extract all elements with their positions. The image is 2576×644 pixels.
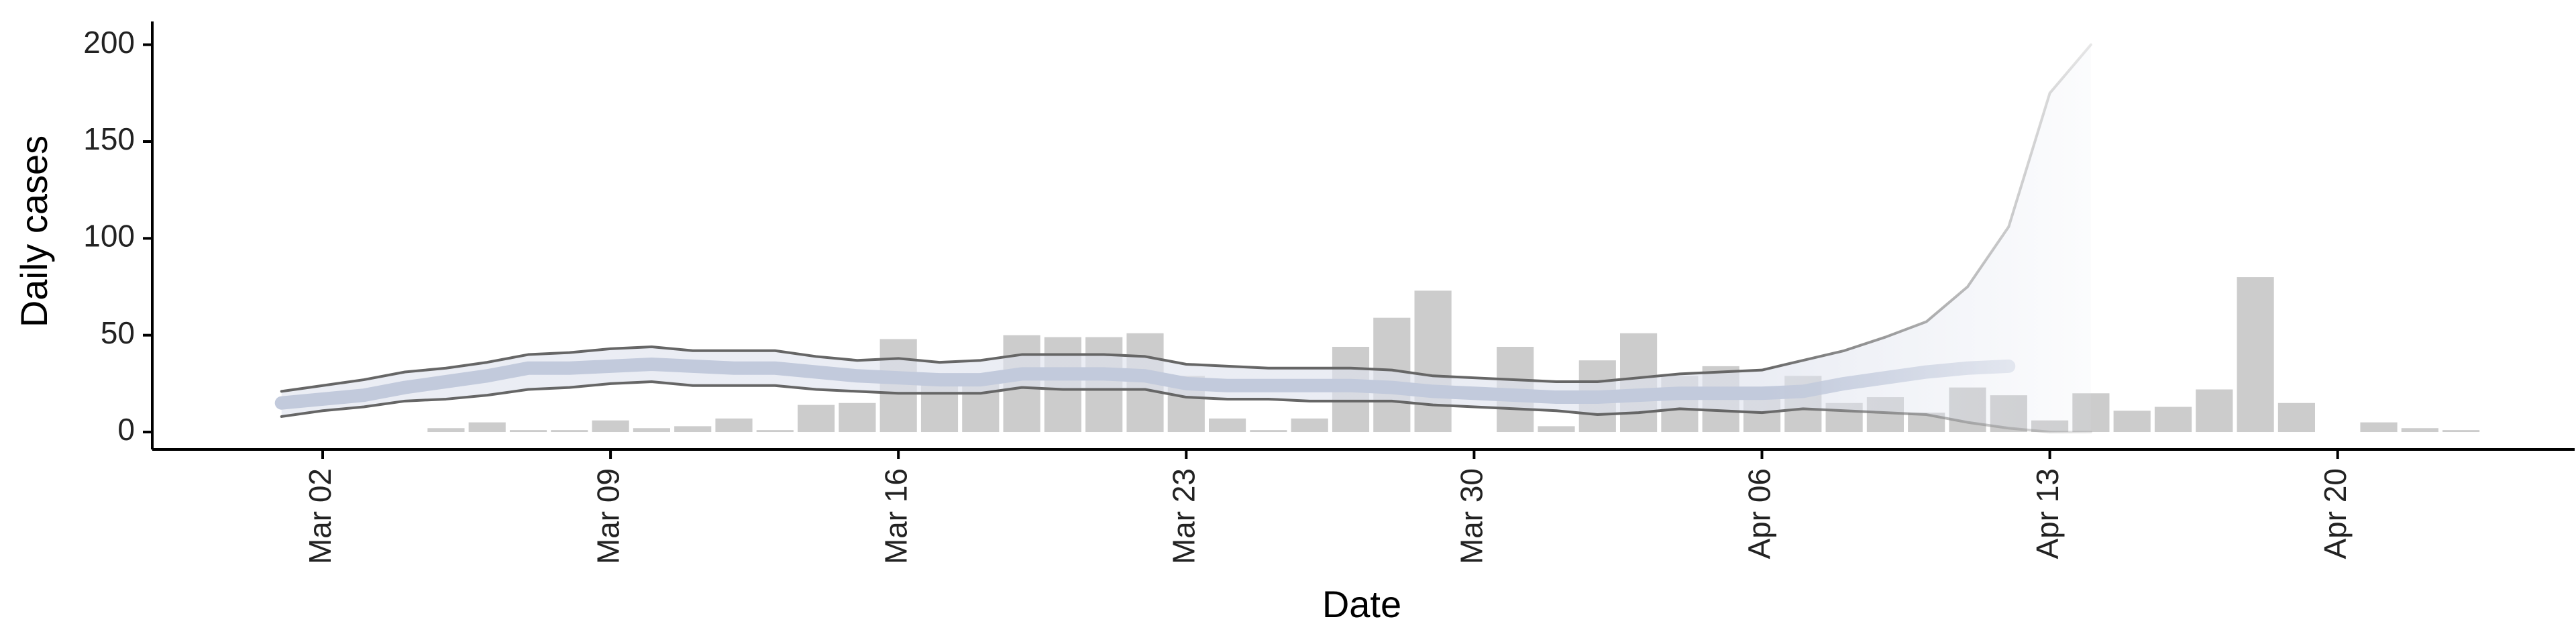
bar (633, 428, 670, 433)
x-tick-label: Mar 02 (303, 468, 337, 564)
bar (1250, 430, 1287, 433)
bar (2237, 277, 2274, 433)
bar (715, 418, 753, 433)
bar (1209, 418, 1246, 433)
bar (427, 428, 465, 433)
bar (2154, 407, 2192, 433)
bar (468, 422, 506, 433)
bar (2443, 430, 2480, 433)
bar (592, 420, 629, 433)
y-tick-label: 50 (101, 315, 135, 350)
bar (2360, 422, 2398, 433)
bar (1414, 290, 1452, 433)
x-tick-label: Apr 13 (2030, 468, 2065, 559)
y-tick-label: 0 (117, 412, 135, 447)
x-tick-label: Mar 09 (590, 468, 625, 564)
bar (1291, 418, 1328, 433)
bar (2277, 402, 2315, 433)
bar (2196, 389, 2233, 433)
lower-line (280, 380, 2092, 434)
bar (551, 430, 588, 433)
median-line (274, 357, 2016, 410)
x-tick-label: Apr 06 (1742, 468, 1777, 559)
x-tick-label: Mar 23 (1166, 468, 1201, 564)
bar (756, 430, 794, 433)
y-tick-label: 200 (83, 25, 135, 60)
bar (509, 430, 547, 433)
bar (674, 426, 712, 433)
y-axis-title: Daily cases (13, 136, 55, 327)
x-axis-title: Date (1322, 583, 1401, 625)
ribbon-area (281, 44, 2091, 433)
bar (1538, 426, 1575, 433)
y-tick-label: 100 (83, 218, 135, 253)
x-tick-label: Apr 20 (2318, 468, 2353, 559)
bar (798, 405, 835, 433)
x-tick-label: Mar 30 (1454, 468, 1489, 564)
bar (2401, 428, 2438, 433)
bar (2113, 411, 2151, 433)
y-tick-label: 150 (83, 121, 135, 156)
x-tick-label: Mar 16 (878, 468, 913, 564)
upper-line (280, 43, 2092, 393)
bar (839, 402, 876, 433)
